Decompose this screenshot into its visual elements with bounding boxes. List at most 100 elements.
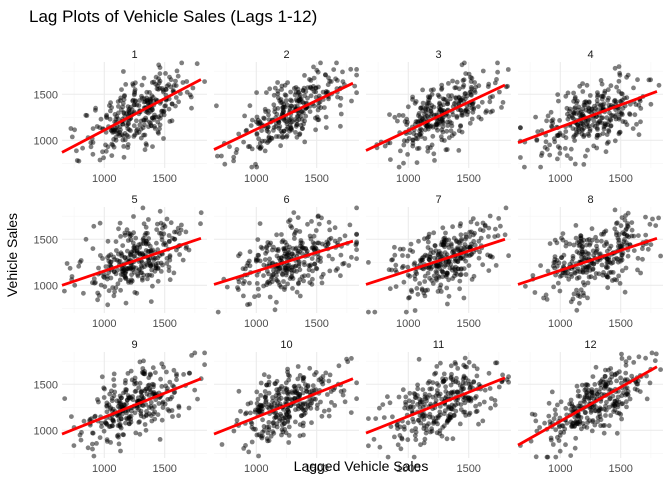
scatter-point <box>594 133 600 138</box>
scatter-point <box>316 377 322 383</box>
scatter-point <box>262 389 268 394</box>
scatter-point <box>286 424 292 430</box>
fit-line <box>61 377 202 436</box>
scatter-point <box>260 246 265 251</box>
scatter-point <box>444 436 450 442</box>
scatter-point <box>261 262 267 268</box>
scatter-point <box>155 247 161 253</box>
scatter-point <box>606 404 612 410</box>
scatter-point <box>567 241 573 247</box>
scatter-point <box>417 131 423 137</box>
scatter-point <box>422 136 428 141</box>
scatter-point <box>561 252 567 258</box>
scatter-point <box>118 98 123 103</box>
scatter-point <box>116 226 121 232</box>
scatter-point <box>280 109 286 115</box>
scatter-point <box>589 389 595 395</box>
scatter-point <box>653 223 659 229</box>
scatter-point <box>467 120 473 126</box>
scatter-point <box>326 75 331 81</box>
scatter-point <box>413 426 418 431</box>
scatter-point <box>555 402 560 408</box>
scatter-point <box>267 242 272 248</box>
scatter-point <box>615 256 620 262</box>
scatter-point <box>538 263 543 268</box>
scatter-point <box>580 89 586 94</box>
scatter-point <box>643 355 648 361</box>
scatter-point <box>469 277 475 282</box>
scatter-point <box>451 412 457 418</box>
scatter-point <box>411 419 416 425</box>
scatter-point <box>461 373 467 379</box>
scatter-point <box>495 60 500 66</box>
scatter-point <box>396 164 402 170</box>
scatter-point <box>202 79 208 84</box>
scatter-point <box>277 258 283 263</box>
scatter-point <box>602 406 607 412</box>
scatter-point <box>564 153 570 159</box>
scatter-point <box>134 118 139 124</box>
scatter-point <box>634 121 639 127</box>
scatter-point <box>302 139 308 145</box>
scatter-point <box>312 261 318 267</box>
scatter-point <box>396 112 402 118</box>
scatter-point <box>373 416 379 421</box>
scatter-point <box>110 417 116 423</box>
scatter-point <box>132 245 138 251</box>
scatter-point <box>563 406 569 411</box>
scatter-point <box>579 251 584 257</box>
scatter-point <box>244 410 249 416</box>
scatter-point <box>401 138 407 144</box>
scatter-point <box>266 420 272 425</box>
scatter-point <box>155 278 161 284</box>
scatter-point <box>241 293 246 299</box>
scatter-point <box>261 273 266 278</box>
scatter-point <box>173 103 178 109</box>
scatter-point <box>248 410 253 416</box>
scatter-point <box>133 380 139 386</box>
scatter-point <box>164 216 170 222</box>
facet-panel-lag-12: 12 1000 1500 <box>517 339 663 475</box>
scatter-point <box>255 286 261 292</box>
scatter-point <box>616 240 622 246</box>
scatter-point <box>388 424 394 429</box>
scatter-point <box>590 374 596 379</box>
scatter-point <box>261 115 266 121</box>
scatter-point <box>102 284 108 290</box>
x-tick-label: 1000 <box>244 173 268 185</box>
scatter-point <box>266 390 272 396</box>
scatter-point <box>434 364 440 369</box>
scatter-point <box>473 403 478 409</box>
scatter-point <box>599 262 605 268</box>
scatter-point <box>139 82 145 88</box>
scatter-point <box>142 422 148 427</box>
scatter-point <box>400 263 406 269</box>
scatter-point <box>623 227 629 233</box>
scatter-point <box>571 291 577 297</box>
scatter-point <box>575 393 581 399</box>
scatter-point <box>138 126 144 132</box>
scatter-point <box>445 101 450 107</box>
scatter-point <box>397 424 403 430</box>
scatter-point <box>601 430 607 436</box>
scatter-point <box>617 281 623 286</box>
scatter-point <box>97 157 103 163</box>
scatter-point <box>585 295 590 301</box>
scatter-point <box>265 404 270 410</box>
scatter-point <box>283 93 289 98</box>
scatter-point <box>566 276 572 282</box>
scatter-point <box>257 221 263 227</box>
scatter-point <box>137 431 143 437</box>
scatter-point <box>293 85 299 90</box>
scatter-point <box>458 107 463 113</box>
scatter-point <box>416 111 422 116</box>
scatter-point <box>310 276 315 282</box>
scatter-point <box>474 366 480 372</box>
scatter-point <box>302 73 307 78</box>
scatter-point <box>325 392 330 397</box>
scatter-point <box>122 275 128 280</box>
scatter-point <box>387 112 392 117</box>
scatter-point <box>426 421 431 427</box>
scatter-point <box>607 110 612 116</box>
scatter-point <box>194 61 200 67</box>
